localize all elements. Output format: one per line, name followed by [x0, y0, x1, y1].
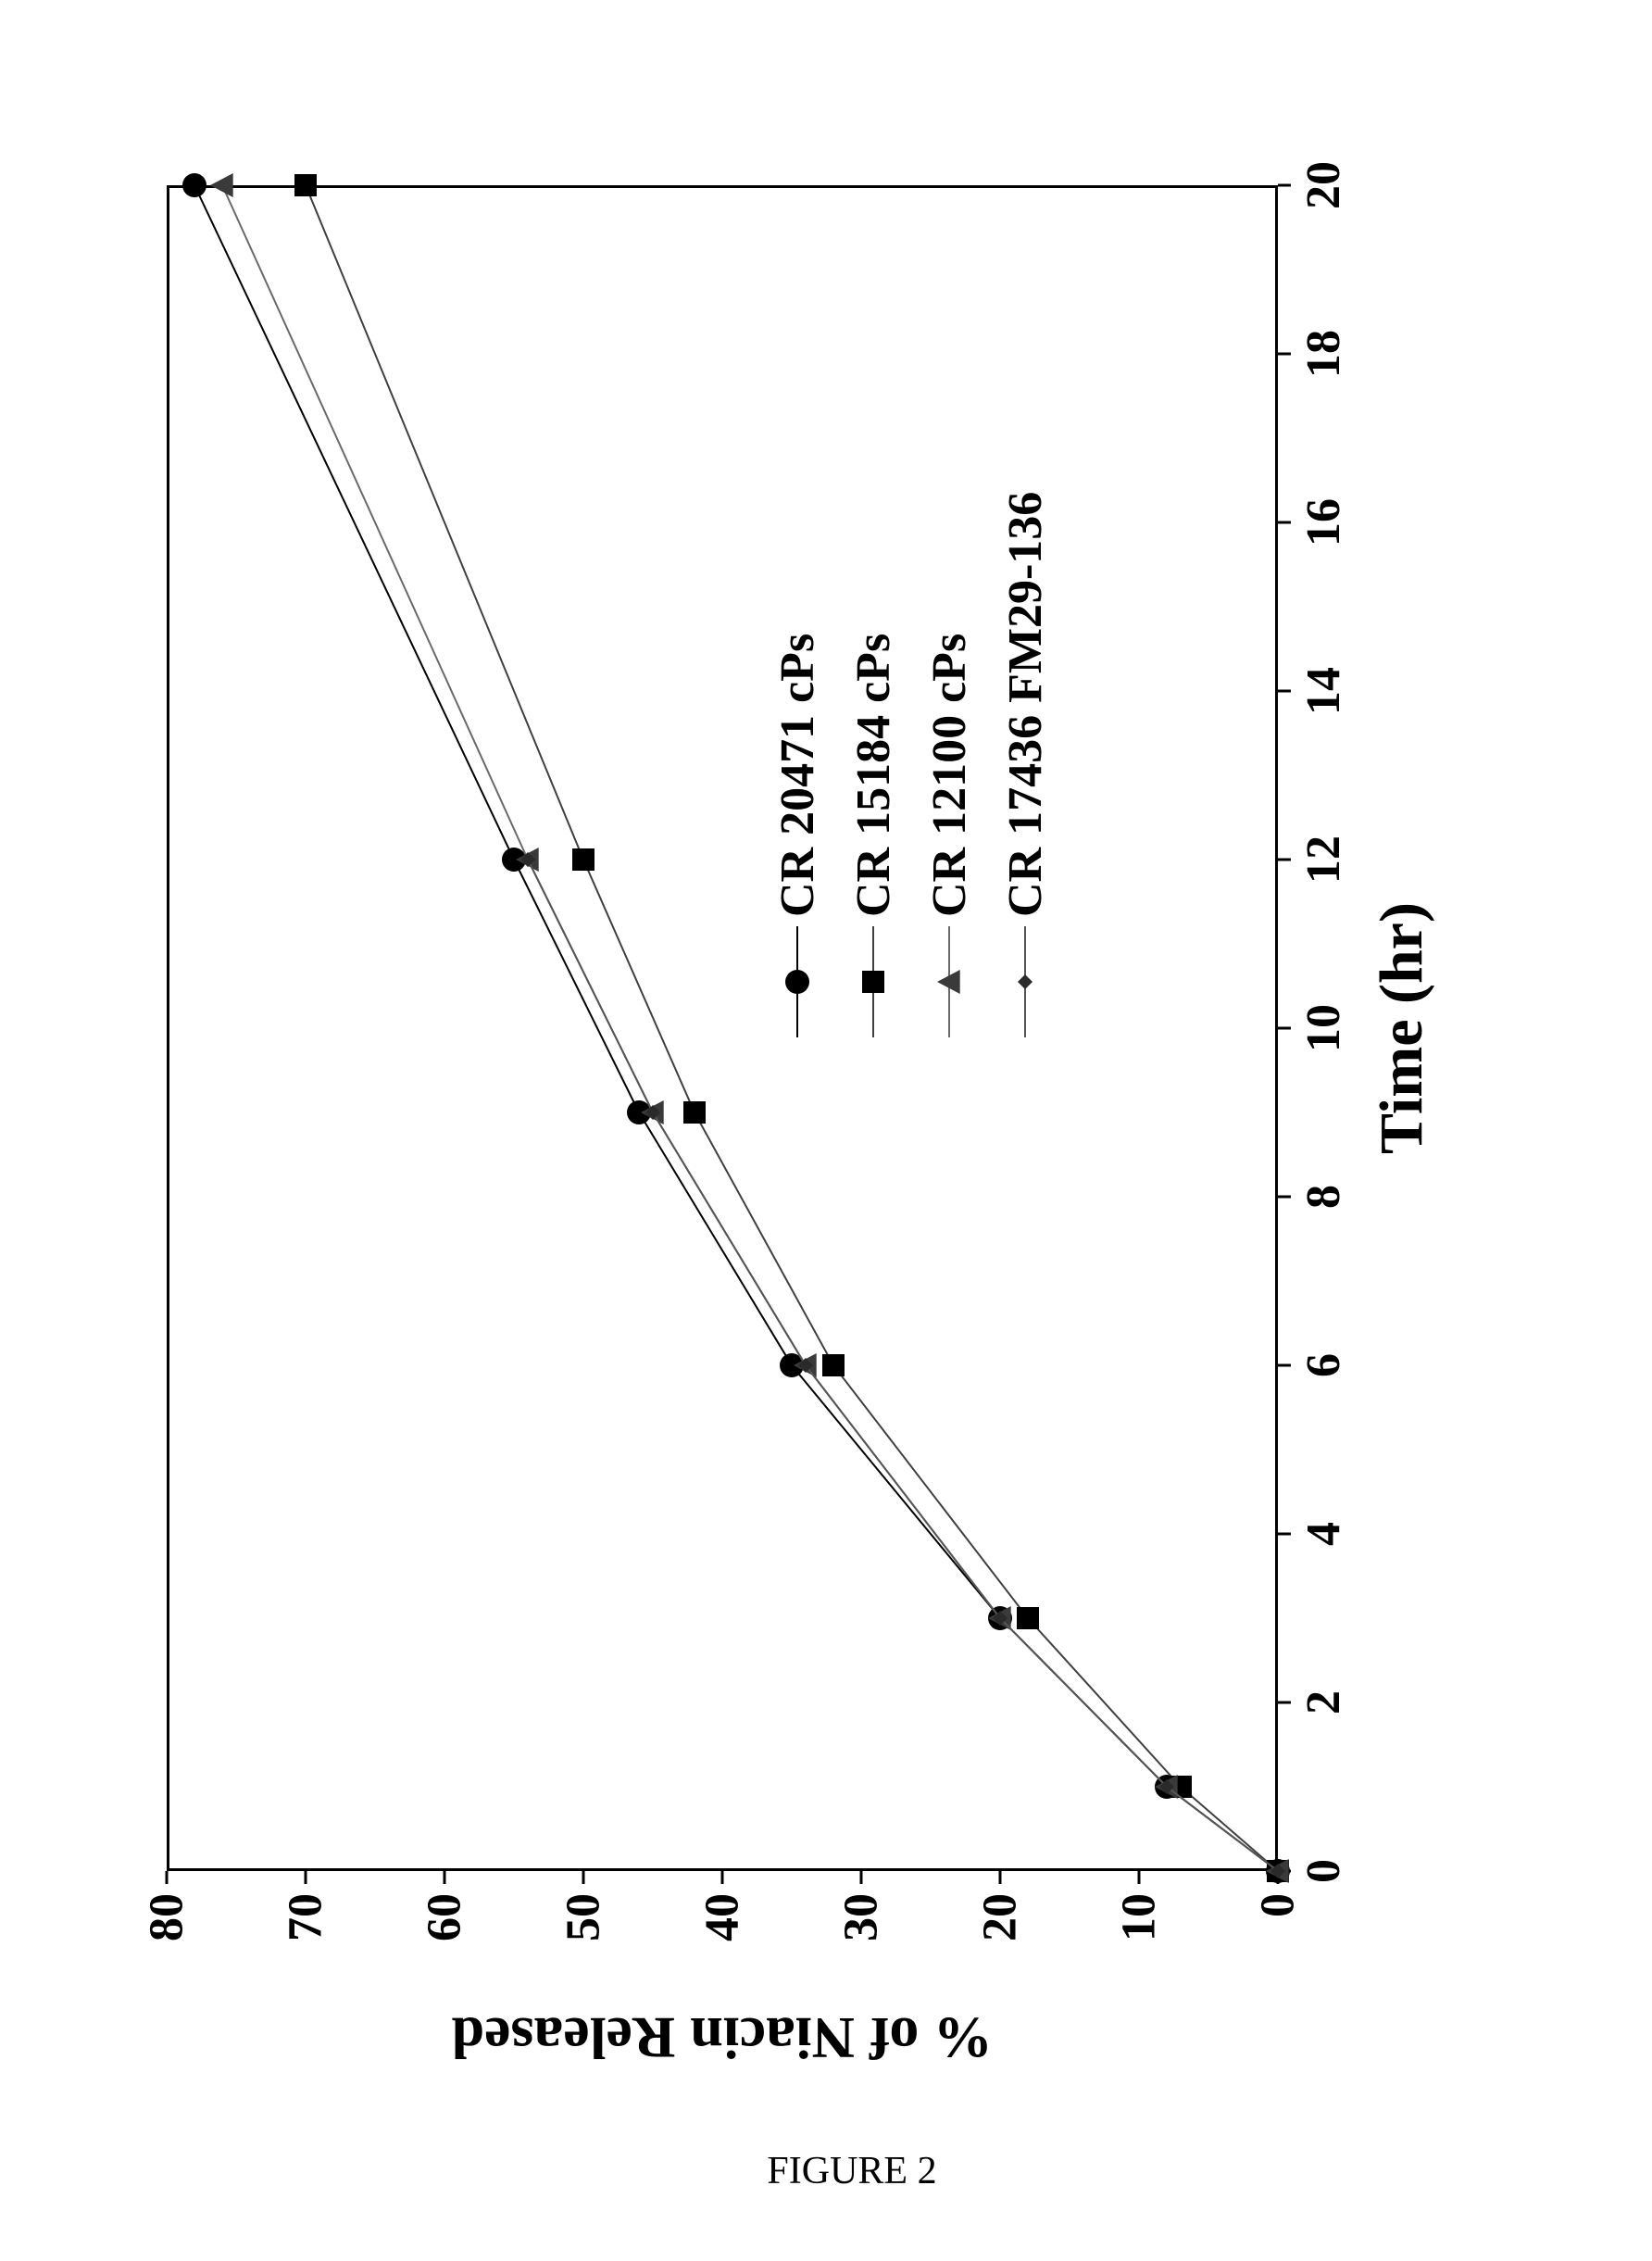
y-tick-label: 0 [1251, 1893, 1306, 1917]
legend-label: CR 17436 FM29-136 [998, 492, 1053, 917]
x-axis-title: Time (hr) [1367, 902, 1437, 1154]
legend-label: CR 20471 cPs [770, 634, 825, 917]
legend-row: CR 17436 FM29-136 [987, 492, 1063, 1037]
x-tick-label: 8 [1296, 1185, 1351, 1209]
legend-row: CR 12100 cPs [911, 634, 987, 1037]
chart-inner: Time (hr) % of Niacin Released CR 20471 … [111, 74, 1593, 2112]
y-tick-label: 30 [834, 1893, 889, 1941]
y-tick-label: 10 [1112, 1893, 1167, 1941]
y-tick-label: 80 [140, 1893, 194, 1941]
legend-row: CR 20471 cPs [759, 634, 835, 1037]
x-tick-label: 14 [1296, 667, 1351, 715]
x-tick-label: 16 [1296, 498, 1351, 546]
legend-marker-circle-icon [759, 926, 835, 1037]
legend: CR 20471 cPs CR 15184 cPs CR 12100 cPs CR 1… [759, 204, 1063, 1037]
y-tick-label: 20 [973, 1893, 1028, 1941]
x-tick-label: 6 [1296, 1353, 1351, 1377]
y-axis-title: % of Niacin Released [452, 2003, 994, 2072]
legend-marker-square-icon [835, 926, 911, 1037]
y-tick-label: 70 [279, 1893, 333, 1941]
x-tick-label: 18 [1296, 330, 1351, 378]
x-tick-label: 2 [1296, 1690, 1351, 1715]
x-tick-label: 4 [1296, 1522, 1351, 1546]
y-tick-label: 40 [695, 1893, 750, 1941]
page-stage: Time (hr) % of Niacin Released CR 20471 … [0, 0, 1652, 2261]
x-tick-label: 0 [1296, 1859, 1351, 1883]
x-tick-label: 20 [1296, 161, 1351, 209]
chart-rotated-container: Time (hr) % of Niacin Released CR 20471 … [111, 74, 1593, 2112]
legend-marker-diamond-icon [987, 926, 1063, 1037]
legend-row: CR 15184 cPs [835, 634, 911, 1037]
legend-label: CR 12100 cPs [922, 634, 977, 917]
legend-marker-triangle-icon [911, 926, 987, 1037]
legend-label: CR 15184 cPs [846, 634, 901, 917]
x-tick-label: 10 [1296, 1004, 1351, 1052]
figure-caption: FIGURE 2 [767, 2149, 936, 2193]
y-tick-label: 60 [418, 1893, 472, 1941]
x-tick-label: 12 [1296, 835, 1351, 884]
y-tick-label: 50 [557, 1893, 611, 1941]
